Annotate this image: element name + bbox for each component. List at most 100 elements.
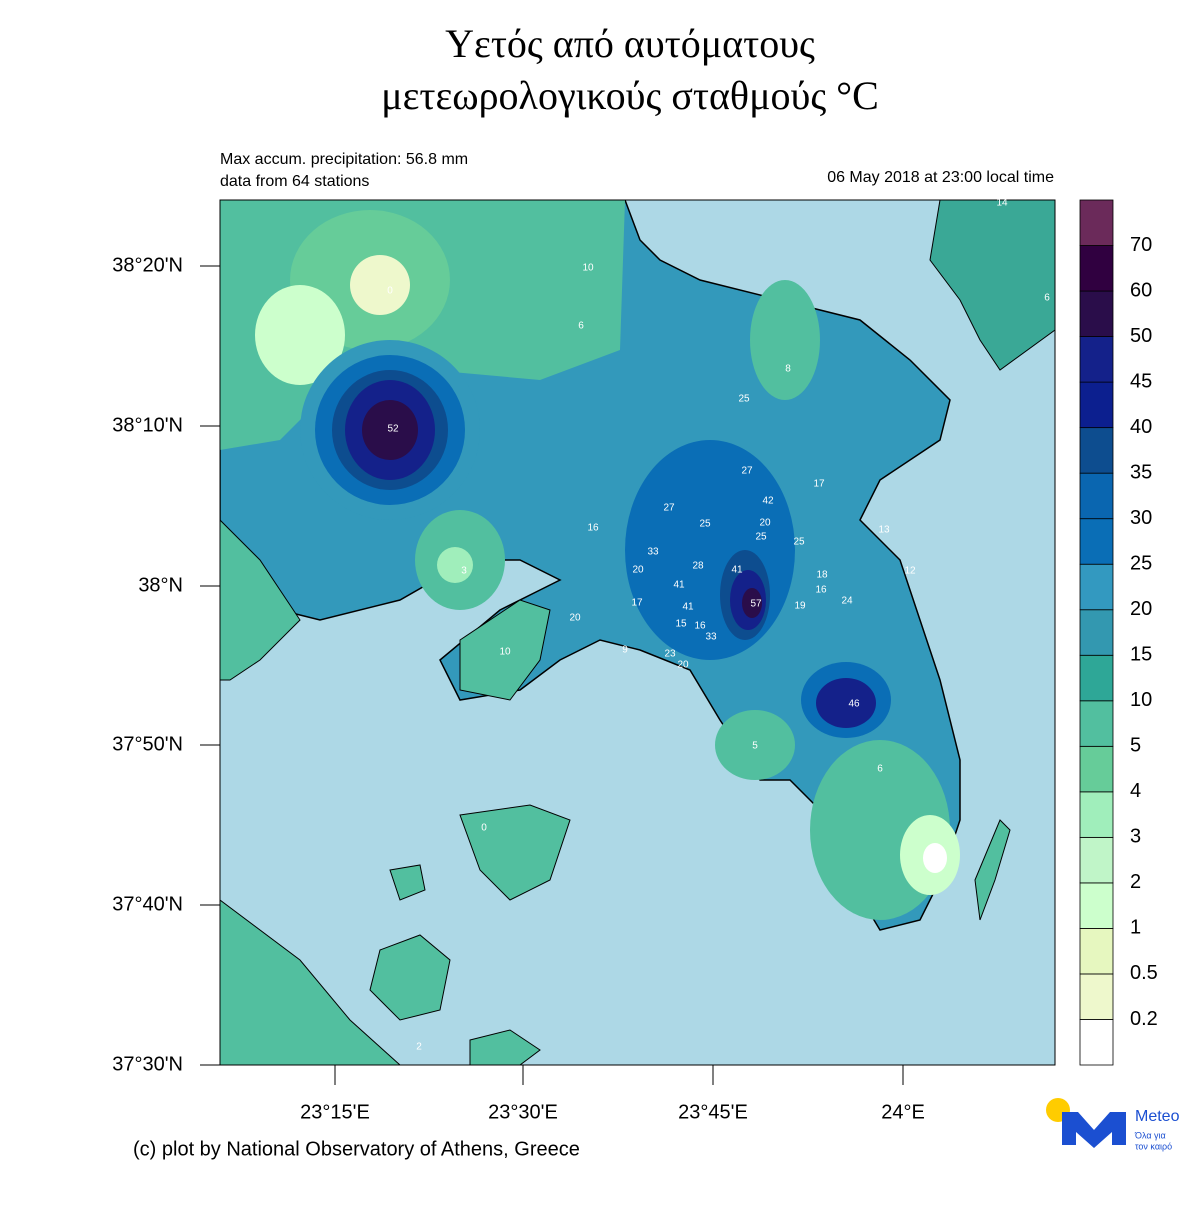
- lon-label: 23°45'E: [678, 1101, 748, 1123]
- station-value: 33: [647, 547, 659, 558]
- logo-tag: τον καιρό: [1135, 1141, 1172, 1151]
- colorbar-label: 2: [1130, 871, 1141, 893]
- station-value: 5: [752, 741, 758, 752]
- note: Max accum. precipitation: 56.8 mm: [220, 151, 468, 168]
- station-value: 46: [848, 699, 860, 710]
- station-value: 16: [694, 621, 706, 632]
- colorbar-bin: [1079, 928, 1114, 975]
- credit: (c) plot by National Observatory of Athe…: [133, 1138, 580, 1160]
- colorbar-bin: [1079, 290, 1114, 337]
- lat-label: 37°50'N: [112, 733, 183, 755]
- station-value: 41: [673, 580, 685, 591]
- colorbar-label: 5: [1130, 735, 1141, 757]
- logo-name: Meteo: [1135, 1108, 1180, 1125]
- title: Υετός από αυτόματους: [445, 21, 815, 66]
- colorbar-label: 35: [1130, 461, 1152, 483]
- note: data from 64 stations: [220, 173, 369, 190]
- colorbar-label: 70: [1130, 234, 1152, 256]
- station-value: 2: [416, 1042, 422, 1053]
- colorbar-label: 60: [1130, 279, 1152, 301]
- station-value: 6: [877, 764, 883, 775]
- station-value: 25: [793, 537, 805, 548]
- station-value: 3: [461, 566, 467, 577]
- station-value: 20: [759, 518, 771, 529]
- station-value: 12: [904, 566, 916, 577]
- colorbar-label: 45: [1130, 370, 1152, 392]
- colorbar-label: 4: [1130, 780, 1141, 802]
- colorbar-label: 1: [1130, 917, 1141, 939]
- station-value: 0: [481, 823, 487, 834]
- lon-label: 23°15'E: [300, 1101, 370, 1123]
- map: [220, 200, 1055, 1065]
- colorbar-bin: [1079, 381, 1114, 429]
- logo-tag: Όλα για: [1134, 1130, 1166, 1140]
- colorbar-label: 0.5: [1130, 962, 1158, 984]
- colorbar-bin: [1079, 1019, 1114, 1066]
- station-value: 52: [387, 424, 399, 435]
- station-value: 9: [622, 645, 628, 656]
- colorbar-bin: [1079, 882, 1114, 929]
- station-value: 10: [499, 647, 511, 658]
- colorbar-bin: [1079, 563, 1114, 611]
- colorbar-bin: [1079, 791, 1114, 838]
- station-value: 25: [699, 519, 711, 530]
- station-value: 33: [705, 632, 717, 643]
- colorbar-bin: [1079, 245, 1114, 292]
- station-value: 0: [387, 286, 393, 297]
- station-value: 41: [731, 565, 743, 576]
- logo-mark: [1062, 1112, 1126, 1148]
- station-value: 28: [692, 561, 704, 572]
- colorbar-label: 25: [1130, 552, 1152, 574]
- colorbar-bin: [1079, 836, 1114, 884]
- station-value: 20: [677, 660, 689, 671]
- colorbar-bin: [1079, 745, 1114, 793]
- colorbar-bin: [1079, 654, 1114, 702]
- station-value: 25: [755, 532, 767, 543]
- station-value: 42: [762, 496, 774, 507]
- lat-label: 38°10'N: [112, 414, 183, 436]
- station-value: 24: [841, 596, 853, 607]
- station-value: 8: [785, 364, 791, 375]
- colorbar-bin: [1079, 336, 1114, 383]
- colorbar-label: 40: [1130, 416, 1152, 438]
- colorbar-label: 20: [1130, 598, 1152, 620]
- time: 06 May 2018 at 23:00 local time: [827, 169, 1054, 186]
- station-value: 20: [569, 613, 581, 624]
- colorbar-bin: [1079, 609, 1114, 656]
- station-value: 13: [878, 525, 890, 536]
- colorbar-label: 30: [1130, 507, 1152, 529]
- station-value: 16: [587, 523, 599, 534]
- lat-label: 37°30'N: [112, 1053, 183, 1075]
- station-value: 16: [815, 585, 827, 596]
- lat-label: 38°N: [138, 574, 183, 596]
- station-value: 14: [996, 198, 1008, 209]
- colorbar-bin: [1079, 427, 1114, 474]
- station-value: 6: [1044, 293, 1050, 304]
- station-value: 20: [632, 565, 644, 576]
- lon-label: 24°E: [881, 1101, 925, 1123]
- station-value: 6: [578, 321, 584, 332]
- station-value: 19: [794, 601, 806, 612]
- colorbar-bin: [1079, 472, 1114, 520]
- station-value: 27: [663, 503, 675, 514]
- colorbar-label: 0.2: [1130, 1008, 1158, 1030]
- station-value: 41: [682, 602, 694, 613]
- station-value: 25: [738, 394, 750, 405]
- dynamic: 38°20'N 38°10'N 38°N 37°50'N 37°40'N 37°30'N 2…: [112, 198, 1158, 1124]
- map-frame: [219, 199, 1056, 1066]
- colorbar-bin: [1079, 973, 1114, 1020]
- station-value: 57: [750, 599, 762, 610]
- colorbar-bin: [1079, 199, 1114, 246]
- colorbar-bin: [1079, 518, 1114, 565]
- station-value: 23: [664, 649, 676, 660]
- title: μετεωρολογικούς σταθμούς °C: [381, 73, 879, 118]
- lat-label: 38°20'N: [112, 254, 183, 276]
- colorbar-label: 50: [1130, 325, 1152, 347]
- station-value: 15: [675, 619, 687, 630]
- station-value: 18: [816, 570, 828, 581]
- lon-label: 23°30'E: [488, 1101, 558, 1123]
- colorbar-label: 10: [1130, 689, 1152, 711]
- colorbar-label: 15: [1130, 644, 1152, 666]
- station-value: 17: [813, 479, 825, 490]
